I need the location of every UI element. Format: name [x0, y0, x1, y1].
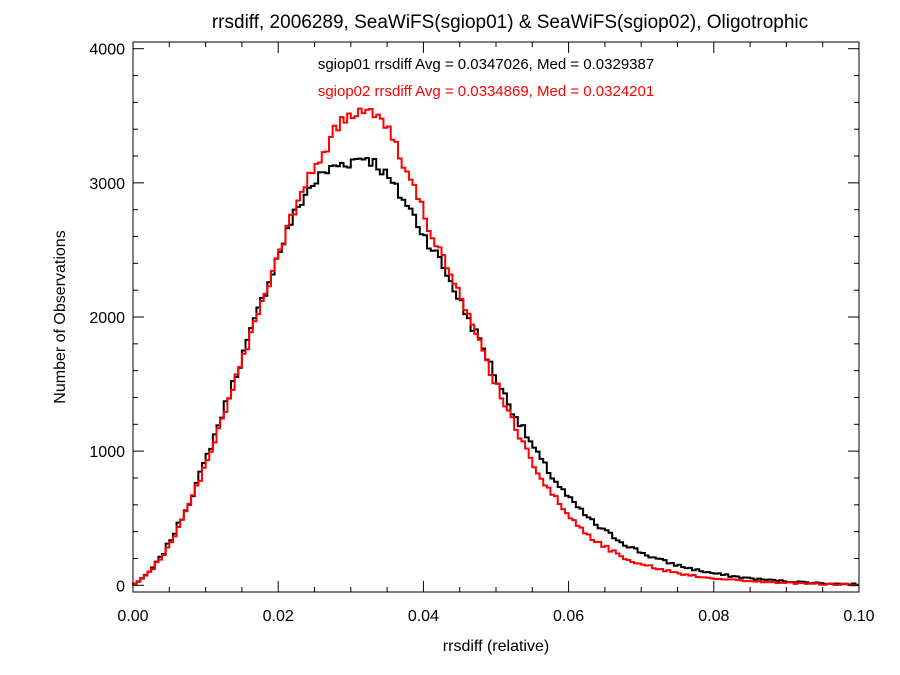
y-tick-label: 2000 [89, 310, 125, 327]
x-tick-label: 0.06 [553, 608, 584, 625]
series-line-sgiop01 [132, 157, 859, 586]
y-tick-label: 0 [116, 578, 125, 595]
series-layer [132, 107, 859, 587]
plot-frame [132, 41, 860, 593]
y-tick-label: 3000 [89, 176, 125, 193]
y-tick-label: 1000 [89, 444, 125, 461]
legend-sgiop01: sgiop01 rrsdiff Avg = 0.0347026, Med = 0… [318, 56, 654, 73]
x-tick-label: 0.08 [698, 608, 729, 625]
x-tick-label: 0.00 [117, 608, 148, 625]
x-tick-label: 0.10 [843, 608, 874, 625]
y-axis-label: Number of Observations [52, 230, 69, 403]
y-tick-label: 4000 [89, 42, 125, 59]
tick-labels-layer: 0.00 0.02 0.04 0.06 0.08 0.10 0 1000 2000 3000 400… [89, 42, 874, 625]
series-line-sgiop02 [132, 107, 859, 587]
x-tick-label: 0.04 [408, 608, 439, 625]
ticks-layer [132, 42, 860, 592]
chart-title: rrsdiff, 2006289, SeaWiFS(sgiop01) & Sea… [212, 12, 808, 33]
legend-sgiop02: sgiop02 rrsdiff Avg = 0.0334869, Med = 0… [318, 83, 654, 100]
x-tick-label: 0.02 [263, 608, 294, 625]
x-axis-label: rrsdiff (relative) [443, 638, 549, 655]
